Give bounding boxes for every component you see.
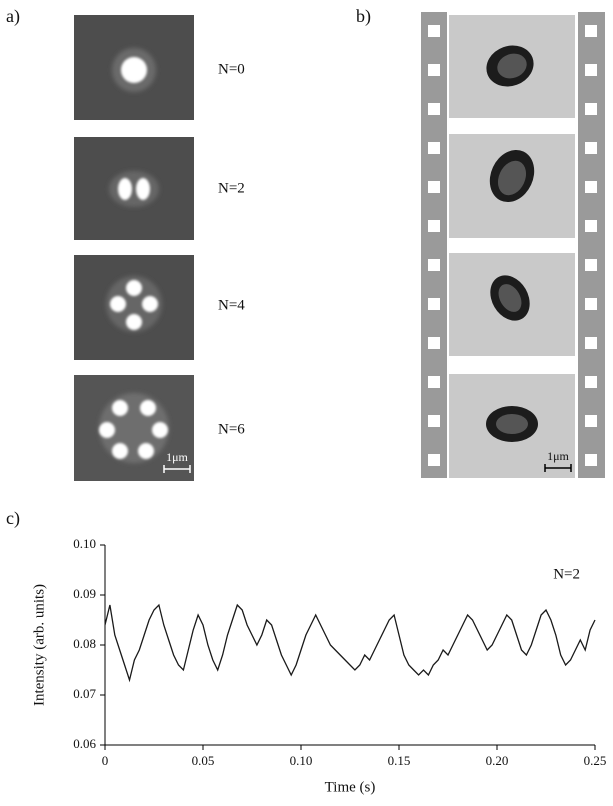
mode-label: N=0: [218, 61, 245, 77]
sprocket-hole: [585, 220, 597, 232]
panel-label: a): [6, 6, 20, 27]
film-strip: 1μm: [421, 12, 605, 478]
annotation: N=2: [553, 566, 580, 582]
x-tick-label: 0.15: [388, 753, 411, 768]
y-tick-label: 0.07: [73, 686, 96, 701]
mode-label: N=6: [218, 421, 245, 437]
mode-image: 1μm: [74, 375, 194, 481]
y-tick-label: 0.06: [73, 736, 96, 751]
mode-image: [74, 255, 194, 360]
x-tick-label: 0.10: [290, 753, 313, 768]
sprocket-hole: [428, 415, 440, 427]
x-axis-title: Time (s): [325, 779, 376, 795]
x-tick-label: 0.05: [192, 753, 215, 768]
x-tick-label: 0.25: [584, 753, 607, 768]
sprocket-hole: [585, 376, 597, 388]
sprocket-hole: [585, 25, 597, 37]
data-line: [105, 605, 595, 680]
scale-bar-label: 1μm: [547, 449, 569, 463]
sprocket-hole: [585, 259, 597, 271]
sprocket-hole: [585, 64, 597, 76]
sprocket-hole: [585, 415, 597, 427]
sprocket-hole: [428, 64, 440, 76]
chart: N=2 Time (s) Intensity (arb. units) 0.06…: [31, 536, 606, 795]
mode-image: [74, 15, 194, 120]
y-tick-label: 0.08: [73, 636, 96, 651]
sprocket-hole: [585, 454, 597, 466]
mode-label: N=2: [218, 180, 245, 196]
panel-label: b): [356, 6, 371, 27]
sprocket-hole: [428, 220, 440, 232]
panel-label: c): [6, 508, 20, 529]
sprocket-hole: [428, 259, 440, 271]
sprocket-hole: [585, 142, 597, 154]
sprocket-hole: [428, 454, 440, 466]
sprocket-hole: [428, 337, 440, 349]
y-tick-label: 0.09: [73, 586, 96, 601]
x-tick-label: 0.20: [486, 753, 509, 768]
sprocket-hole: [428, 376, 440, 388]
sprocket-hole: [428, 103, 440, 115]
y-tick-label: 0.10: [73, 536, 96, 551]
sprocket-hole: [428, 142, 440, 154]
sprocket-hole: [428, 181, 440, 193]
y-axis-title: Intensity (arb. units): [31, 584, 47, 706]
x-tick-label: 0: [102, 753, 109, 768]
sprocket-hole: [428, 25, 440, 37]
sprocket-hole: [585, 103, 597, 115]
sprocket-hole: [585, 181, 597, 193]
mode-label: N=4: [218, 297, 245, 313]
mode-image: [74, 137, 194, 240]
sprocket-hole: [585, 337, 597, 349]
scale-bar-label: 1μm: [166, 450, 188, 464]
figure: a) b) c) 1μm N=0 N=2 N=4 N=6: [0, 0, 613, 801]
sprocket-hole: [428, 298, 440, 310]
sprocket-hole: [585, 298, 597, 310]
